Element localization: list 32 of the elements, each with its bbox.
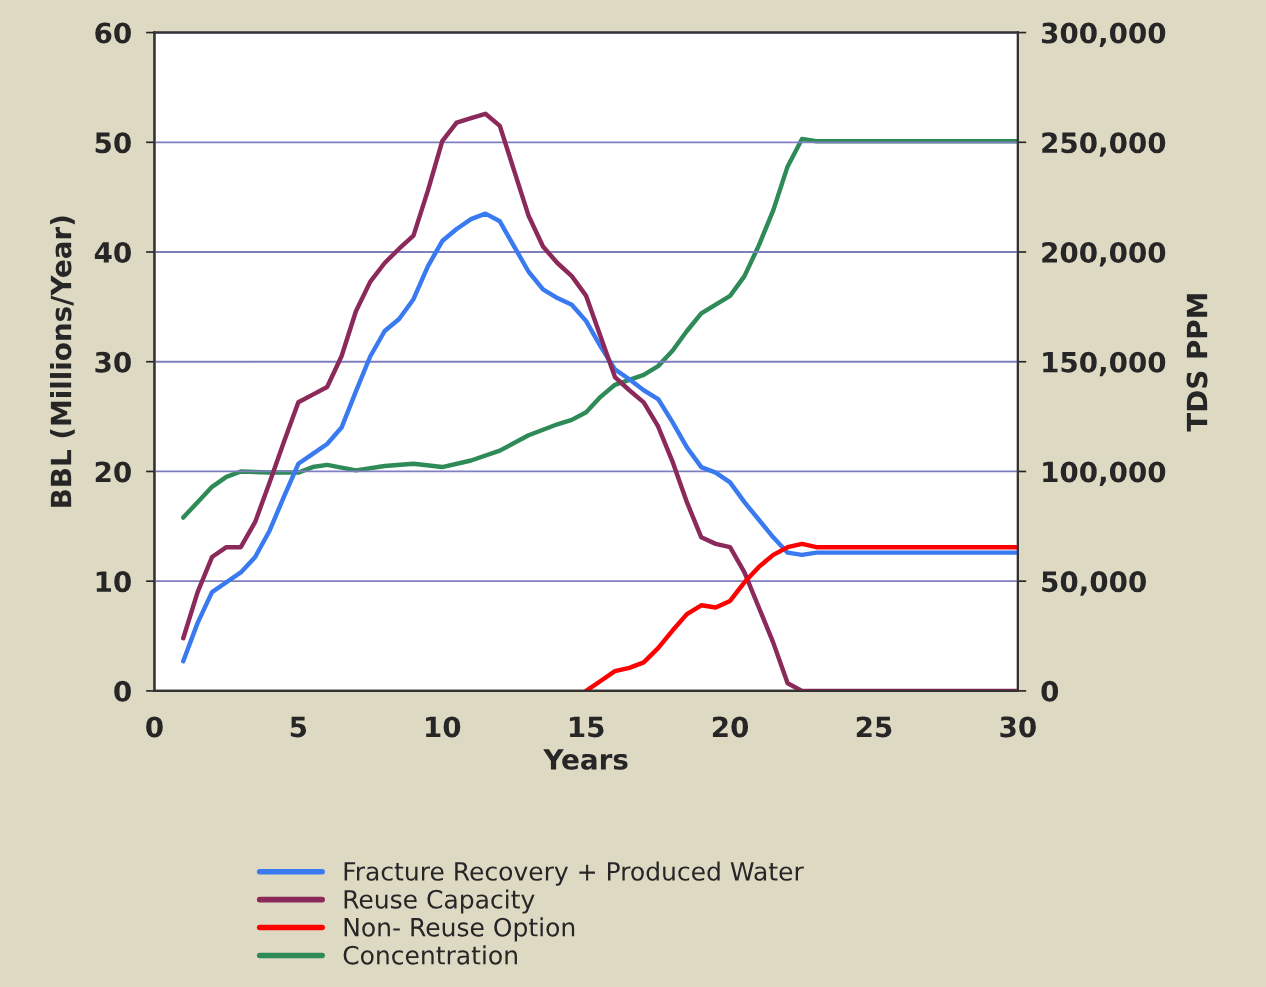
y-tick-label: 40 xyxy=(94,241,131,263)
y-tick-label: 50 xyxy=(95,132,131,154)
y-axis-title: BBL (Millions/Year) xyxy=(50,216,75,507)
y2-tick-label: 200,000 xyxy=(1042,241,1166,267)
legend-label: Non- Reuse Option xyxy=(344,917,575,942)
y-tick-label: 0 xyxy=(114,680,131,702)
y2-tick-label: 150,000 xyxy=(1043,351,1166,377)
line-series xyxy=(181,136,1018,520)
line-series xyxy=(181,111,1018,691)
x-axis-title: Years xyxy=(543,749,628,770)
y2-axis-title: TDS PPM xyxy=(1186,294,1208,432)
y-tick-label: 60 xyxy=(95,22,131,44)
legend-label: Fracture Recovery + Produced Water xyxy=(344,861,804,886)
y-tick-label: 20 xyxy=(95,461,131,483)
y2-tick-label: 50,000 xyxy=(1042,571,1146,596)
x-tick-label: 30 xyxy=(1000,716,1036,738)
y2-tick-label: 0 xyxy=(1041,680,1059,702)
x-tick-label: 0 xyxy=(146,716,163,738)
legend-label: Reuse Capacity xyxy=(344,889,535,914)
x-tick-label: 20 xyxy=(712,716,749,738)
x-tick-label: 10 xyxy=(426,716,461,738)
line-series xyxy=(181,211,1018,664)
x-tick-label: 15 xyxy=(569,716,604,738)
y2-tick-label: 250,000 xyxy=(1042,132,1166,157)
x-tick-label: 5 xyxy=(290,716,307,738)
y-tick-label: 30 xyxy=(95,351,131,373)
line-series xyxy=(583,541,1018,691)
y-tick-label: 10 xyxy=(96,571,131,593)
y2-tick-label: 300,000 xyxy=(1041,22,1166,48)
y2-tick-label: 100,000 xyxy=(1043,461,1166,486)
legend-label: Concentration xyxy=(343,945,517,965)
x-tick-label: 25 xyxy=(856,716,892,738)
